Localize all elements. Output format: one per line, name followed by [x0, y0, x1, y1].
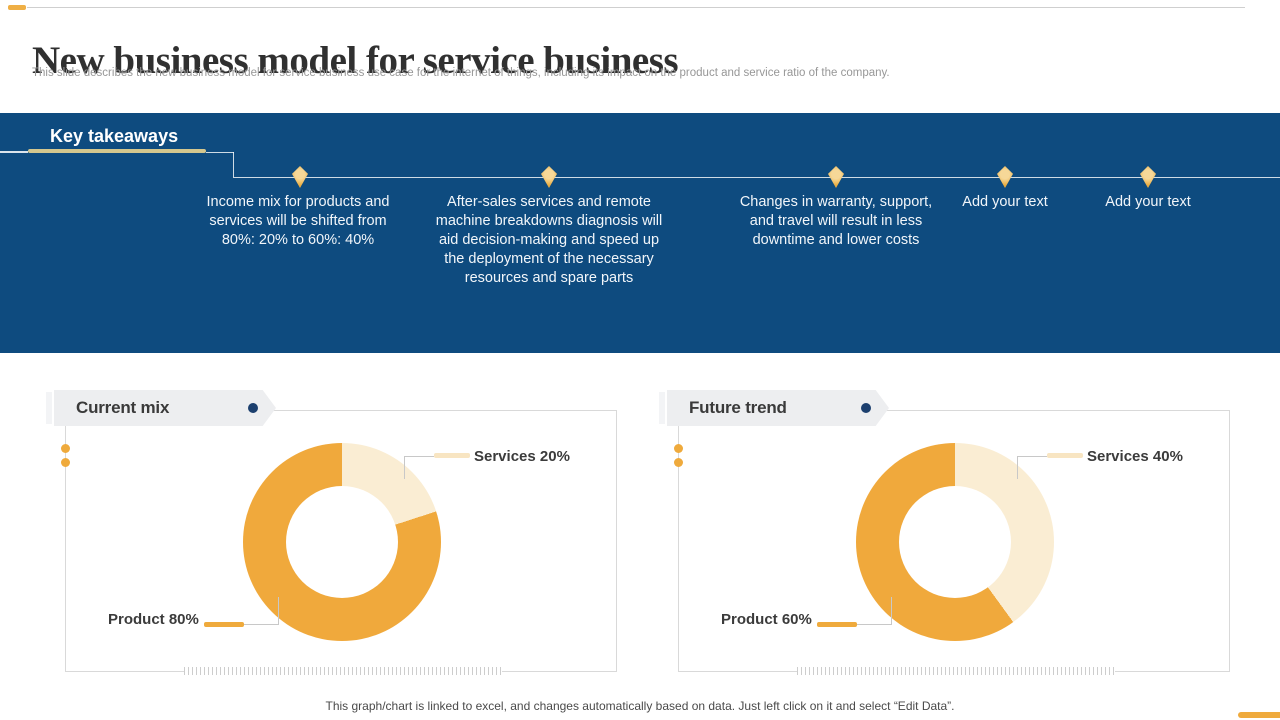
key-takeaways-heading: Key takeaways [50, 126, 179, 146]
takeaway-item: After-sales services and remote machine … [435, 194, 663, 286]
chart-tab-accent [659, 392, 665, 424]
current-mix-donut-chart[interactable] [243, 443, 441, 641]
page-subtitle: This slide describes the new business mo… [32, 67, 890, 79]
product-leader-line [244, 624, 278, 625]
takeaway-item: Changes in warranty, support, and travel… [739, 194, 933, 248]
connector-line-step-top [206, 152, 234, 153]
connector-line-step-vertical [233, 152, 234, 177]
key-takeaways-underline [28, 149, 206, 153]
bottom-tick-decoration [184, 667, 502, 675]
top-left-accent-dash [8, 5, 26, 10]
chart-tab-accent [46, 392, 52, 424]
product-leader-line [278, 597, 279, 625]
key-takeaways-banner: Key takeaways Income mix for products an… [0, 113, 1280, 353]
takeaway-item: Income mix for products and services wil… [206, 194, 390, 248]
bullet-dot-icon [861, 403, 871, 413]
services-label: Services 40% [1087, 448, 1183, 465]
chart-title: Current mix [76, 398, 170, 417]
diamond-marker-icon [541, 166, 557, 188]
diamond-marker-icon [1140, 166, 1156, 188]
services-leader-line [1017, 456, 1018, 479]
footer-note: This graph/chart is linked to excel, and… [325, 699, 955, 713]
services-legend-dash [434, 453, 470, 458]
takeaway-item-placeholder[interactable]: Add your text [1105, 194, 1191, 210]
product-legend-dash [204, 622, 244, 627]
current-mix-chart-card: Current mix Services 20% Product 80% [46, 390, 617, 675]
page-title: New business model for service business [32, 39, 679, 83]
product-label: Product 60% [721, 611, 812, 628]
bottom-tick-decoration [797, 667, 1115, 675]
bullet-dot-icon [248, 403, 258, 413]
product-label: Product 80% [108, 611, 199, 628]
services-leader-line [1017, 456, 1047, 457]
product-leader-line [891, 597, 892, 625]
product-leader-line [857, 624, 891, 625]
decorative-dot-icon [61, 458, 70, 467]
top-divider-line [27, 7, 1245, 8]
bottom-right-accent-dash [1238, 712, 1280, 718]
chart-tab-future-trend: Future trend [667, 390, 889, 426]
decorative-dot-icon [674, 458, 683, 467]
services-leader-line [404, 456, 434, 457]
product-legend-dash [817, 622, 857, 627]
decorative-dot-icon [674, 444, 683, 453]
takeaway-item-placeholder[interactable]: Add your text [962, 194, 1048, 210]
chart-tab-current-mix: Current mix [54, 390, 276, 426]
connector-line-horizontal [233, 177, 1280, 178]
chart-title: Future trend [689, 398, 787, 417]
future-trend-chart-card: Future trend Services 40% Product 60% [659, 390, 1230, 675]
services-label: Services 20% [474, 448, 570, 465]
future-trend-donut-chart[interactable] [856, 443, 1054, 641]
diamond-marker-icon [292, 166, 308, 188]
decorative-dot-icon [61, 444, 70, 453]
diamond-marker-icon [997, 166, 1013, 188]
connector-line-left [0, 151, 28, 153]
diamond-marker-icon [828, 166, 844, 188]
services-leader-line [404, 456, 405, 479]
services-legend-dash [1047, 453, 1083, 458]
